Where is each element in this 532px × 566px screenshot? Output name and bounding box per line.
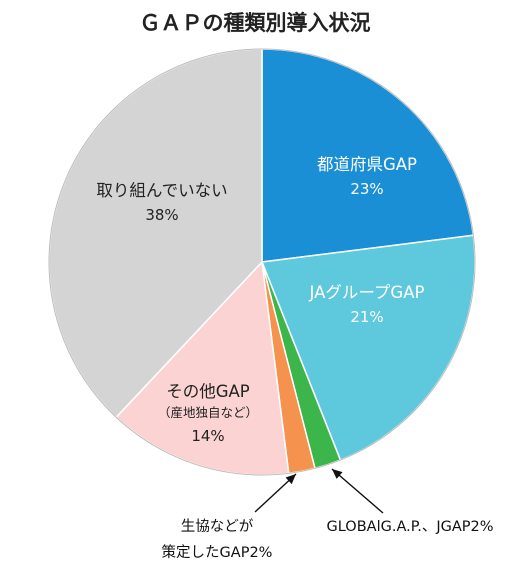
callout-orange-line1: 生協などが [181,518,254,535]
slice-sublabel-5: （産地独自など） [158,405,258,420]
slice-label-2: JAグループGAP [309,283,425,302]
slice-label-1: 都道府県GAP [317,155,417,174]
slice-labels: 都道府県GAP 23% JAグループGAP 21% その他GAP （産地独自など） 14% 取… [96,155,424,445]
chart-title: ＧＡＰの種類別導入状況 [140,11,371,35]
pie-slices [48,48,476,476]
slice-value-5: 14% [191,427,224,445]
slice-label-5: その他GAP [166,382,250,401]
slice-value-1: 23% [350,180,383,198]
slice-value-6: 38% [145,206,178,224]
callout-orange-line2: 策定したGAP2% [162,544,273,561]
callout-green: GLOBAlG.A.P.、JGAP2% [327,519,494,535]
slice-value-2: 21% [350,308,383,326]
callouts: 生協などが 策定したGAP2% GLOBAlG.A.P.、JGAP2% [162,468,494,561]
slice-label-6: 取り組んでいない [96,181,227,200]
callout-orange-arrow-head [285,474,296,485]
callout-green-arrow-line [331,468,384,514]
pie-outline [48,48,476,476]
callout-green-arrow-head [332,469,343,479]
